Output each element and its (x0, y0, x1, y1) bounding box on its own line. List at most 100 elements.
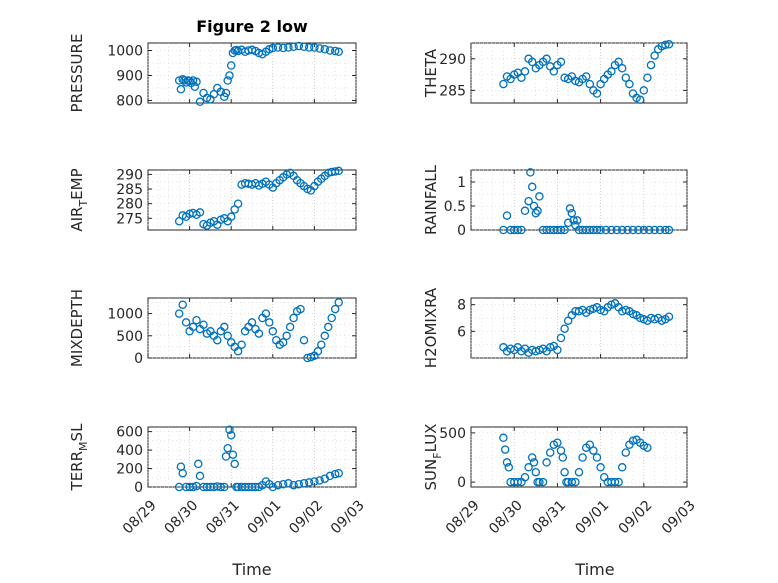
x-tick-label: 09/02 (286, 497, 326, 537)
data-point (310, 477, 319, 486)
data-point (596, 225, 605, 235)
x-tick-label: 09/02 (616, 497, 656, 537)
data-point (563, 218, 573, 228)
x-tick-label: 08/30 (486, 497, 526, 537)
data-point (643, 73, 652, 82)
data-point (299, 335, 309, 345)
data-point (223, 76, 232, 85)
subplot-pressure: 800 900 1000 PRESSURE (68, 34, 357, 112)
data-point (553, 438, 562, 447)
data-point (639, 225, 649, 235)
data-point (320, 45, 330, 54)
y-axis-label: AIRTEMP (68, 168, 90, 231)
y-tick-label: 500 (116, 329, 143, 345)
x-tick-label: 09/01 (245, 497, 285, 537)
data-point (513, 225, 523, 235)
data-point (330, 167, 340, 176)
data-point (334, 468, 343, 478)
data-point (226, 431, 236, 440)
data-point (639, 86, 649, 95)
data-point (261, 309, 271, 318)
data-point (265, 318, 274, 327)
x-tick-label: 09/03 (659, 497, 699, 537)
data-point (190, 82, 200, 92)
data-point (524, 463, 533, 472)
data-point (268, 482, 278, 492)
data-point (628, 225, 638, 235)
data-point (560, 225, 569, 235)
y-tick-label: 800 (116, 94, 143, 110)
y-tick-label: 600 (116, 425, 143, 441)
data-point (278, 479, 288, 489)
data-point (664, 225, 674, 235)
data-point (216, 482, 226, 492)
y-tick-label: 1000 (107, 307, 143, 323)
data-point (531, 467, 541, 477)
data-point (545, 448, 555, 457)
data-point (502, 458, 512, 467)
data-point (299, 479, 309, 488)
y-axis-label: H2OMIXRA (422, 287, 440, 368)
data-point (560, 324, 569, 333)
data-point (661, 40, 670, 50)
data-point (565, 204, 575, 213)
data-point (655, 225, 665, 235)
data-point (607, 67, 616, 76)
data-point (223, 331, 232, 341)
data-point (285, 322, 295, 332)
data-point (268, 43, 278, 53)
data-point (574, 467, 584, 477)
x-tick-label: 09/01 (573, 497, 613, 537)
y-axis-label: MIXDEPTH (68, 289, 86, 367)
data-point (176, 85, 186, 94)
data-point (614, 477, 623, 487)
figure-title: Figure 2 low (196, 17, 308, 36)
subplot-sun-flux: 0 500 08/29 08/30 08/31 09/01 09/02 09/03 SUNFLU… (422, 424, 699, 538)
y-tick-label: 200 (116, 462, 143, 478)
data-point (556, 57, 566, 67)
subplot-rainfall: 0 0.5 1 RAINFALL (422, 164, 688, 239)
data-point (499, 433, 508, 443)
data-point (596, 305, 605, 315)
data-point (610, 477, 620, 487)
data-point (542, 458, 551, 467)
data-point (569, 216, 578, 225)
x-tick-label: 08/31 (203, 497, 243, 537)
data-point (644, 225, 654, 235)
y-tick-label: 0 (457, 475, 466, 491)
data-point (284, 479, 293, 488)
data-point (529, 458, 539, 467)
data-point (181, 318, 191, 327)
data-point (225, 425, 234, 435)
data-point (527, 453, 537, 462)
y-tick-label: 290 (439, 52, 466, 68)
data-point (621, 305, 631, 315)
y-tick-label: 0.5 (444, 199, 466, 215)
data-point (289, 480, 298, 490)
data-point (545, 343, 555, 352)
data-point (195, 97, 205, 107)
data-point (315, 476, 324, 485)
x-tick-label: 08/30 (162, 497, 202, 537)
x-axis-label-right: Time (574, 560, 614, 579)
x-tick-label: 08/29 (120, 497, 160, 537)
data-point (517, 73, 526, 82)
data-point (617, 64, 627, 73)
data-point (226, 212, 236, 222)
data-point (330, 304, 340, 314)
data-point (572, 216, 582, 225)
data-point (310, 43, 319, 52)
data-point (294, 479, 304, 489)
y-tick-label: 1 (457, 175, 466, 191)
data-point (607, 225, 616, 235)
y-tick-label: 0 (457, 223, 466, 239)
data-point (635, 313, 645, 323)
data-point (296, 304, 305, 314)
data-point (327, 313, 336, 323)
data-point (320, 331, 330, 341)
data-point (567, 477, 577, 487)
data-point (533, 206, 542, 216)
data-point (589, 446, 598, 455)
data-point (617, 463, 627, 472)
